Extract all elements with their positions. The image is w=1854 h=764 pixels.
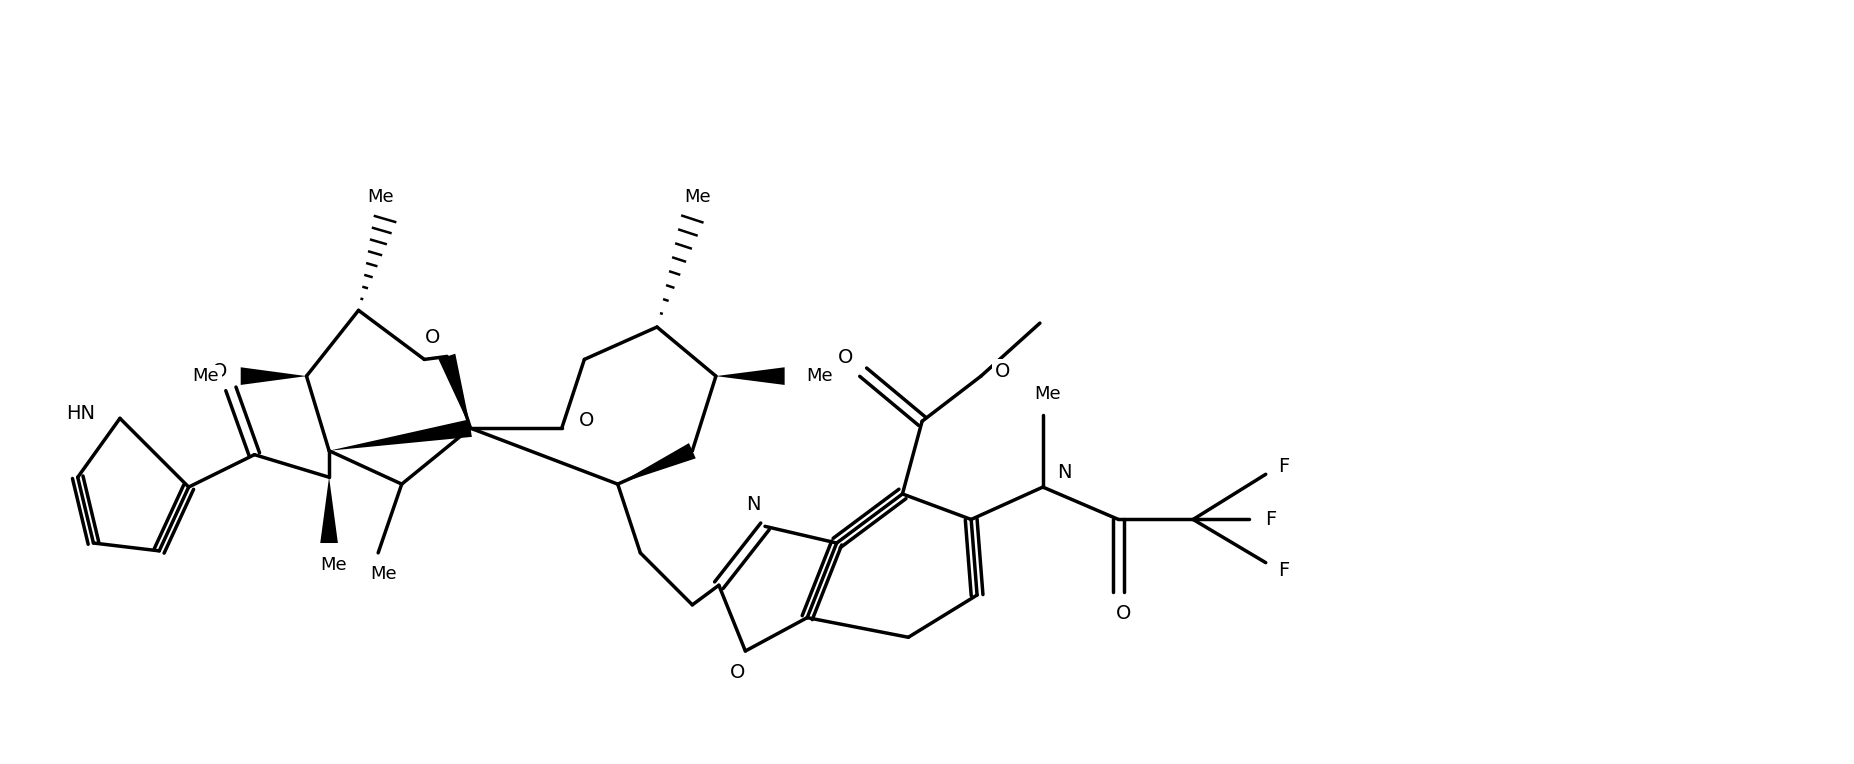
Text: Me: Me (1035, 385, 1060, 403)
Text: F: F (1277, 561, 1289, 580)
Text: N: N (745, 495, 760, 514)
Text: Me: Me (321, 555, 347, 574)
Text: O: O (425, 329, 439, 348)
Polygon shape (439, 354, 471, 428)
Polygon shape (716, 367, 784, 385)
Polygon shape (328, 419, 473, 451)
Text: Me: Me (369, 565, 397, 584)
Text: Me: Me (367, 189, 393, 206)
Text: F: F (1277, 457, 1289, 476)
Text: O: O (838, 348, 853, 367)
Text: N: N (1057, 463, 1072, 482)
Text: HN: HN (67, 404, 95, 423)
Text: O: O (1116, 604, 1131, 623)
Polygon shape (617, 443, 695, 484)
Text: F: F (1264, 510, 1276, 529)
Text: O: O (211, 361, 226, 380)
Polygon shape (321, 478, 337, 543)
Text: Me: Me (806, 367, 832, 385)
Text: O: O (996, 361, 1010, 380)
Text: O: O (578, 411, 593, 430)
Polygon shape (241, 367, 306, 385)
Text: Me: Me (193, 367, 219, 385)
Text: Me: Me (684, 189, 710, 206)
Text: O: O (730, 663, 745, 682)
